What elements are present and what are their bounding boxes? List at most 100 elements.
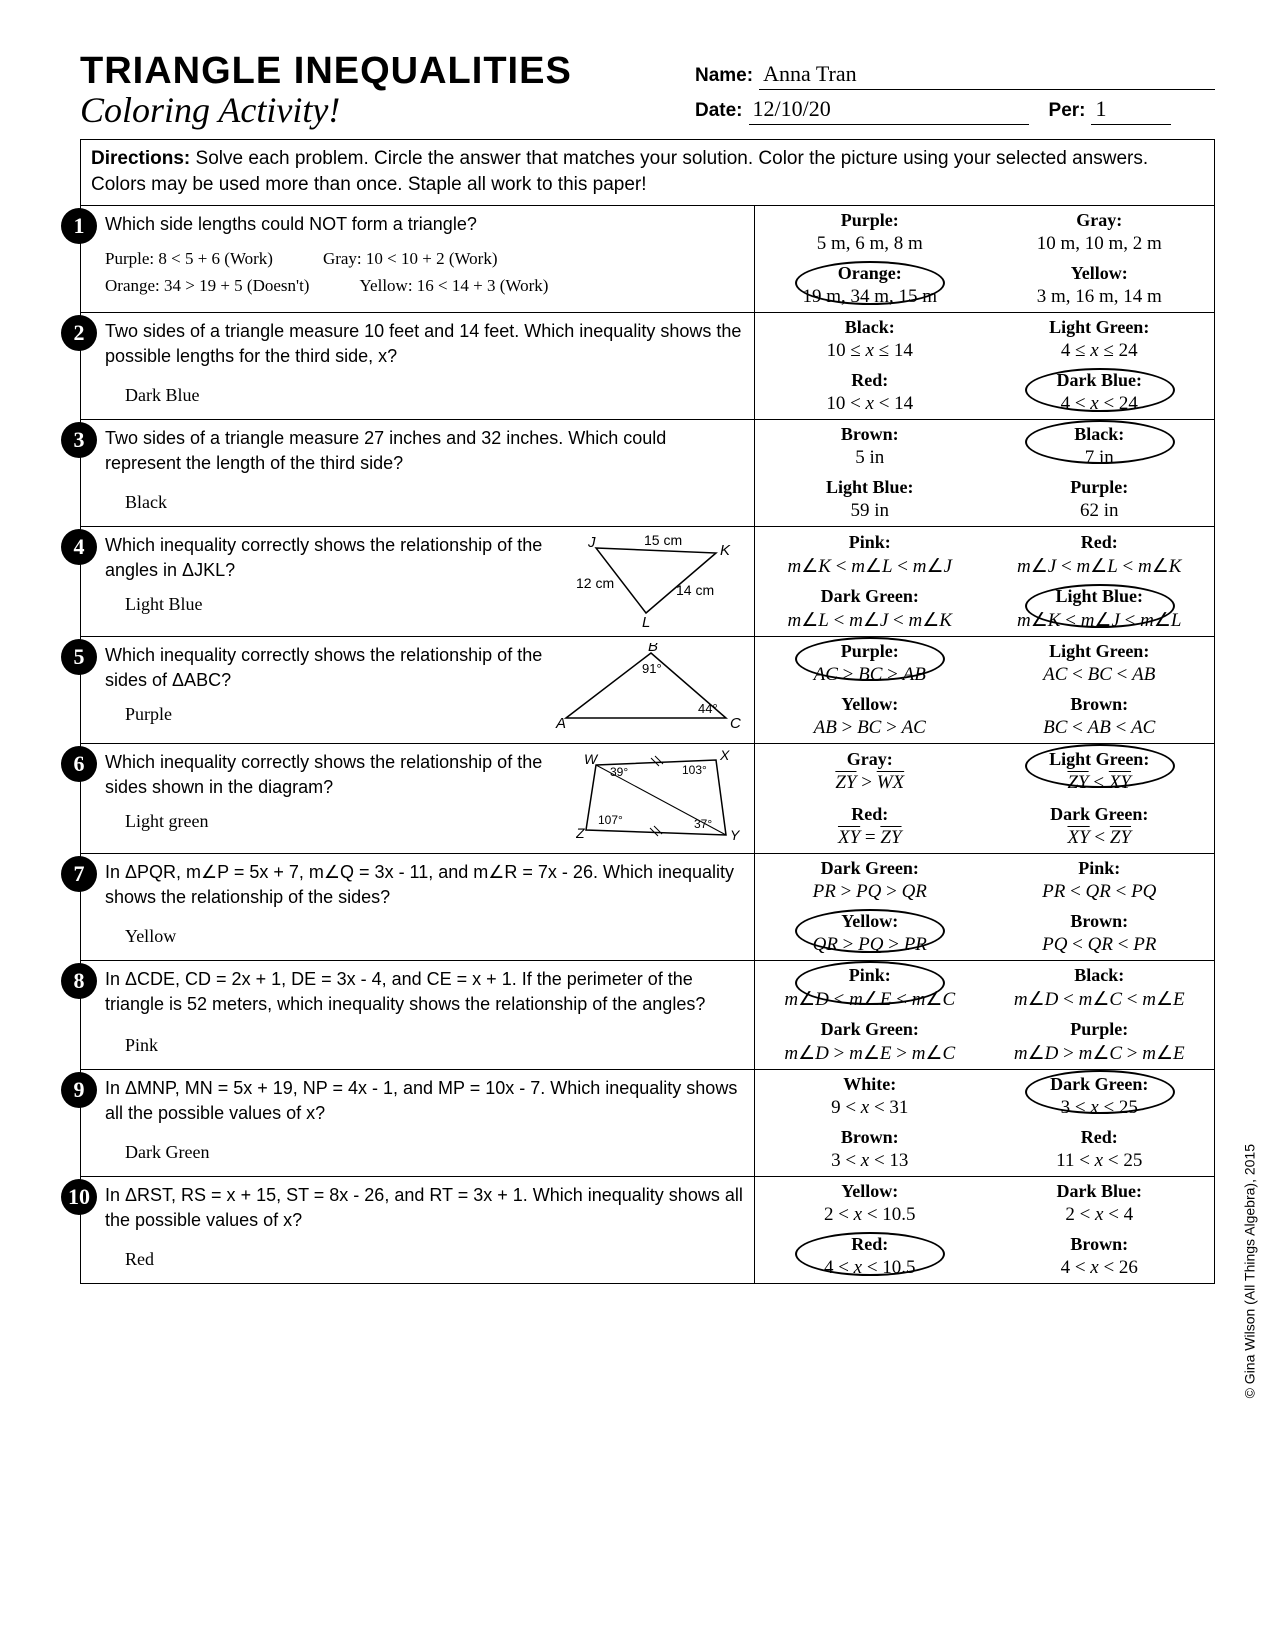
choice-label: Red: bbox=[851, 804, 888, 825]
choice-2: Yellow: AB > BC > AC bbox=[755, 690, 985, 743]
choice-1: Dark Green: 3 < x < 25 bbox=[985, 1070, 1215, 1123]
choice-1: Pink: PR < QR < PQ bbox=[985, 854, 1215, 907]
svg-text:J: J bbox=[587, 534, 596, 551]
worksheet-box: Directions: Solve each problem. Circle t… bbox=[80, 139, 1215, 1284]
choice-label: Dark Green: bbox=[1050, 804, 1148, 825]
choice-value: 4 ≤ x ≤ 24 bbox=[1061, 340, 1138, 362]
choice-value: AC < BC < AB bbox=[1043, 664, 1155, 686]
choice-2: Yellow: QR > PQ > PR bbox=[755, 907, 985, 960]
choice-3: Purple: m∠D > m∠C > m∠E bbox=[985, 1015, 1215, 1069]
choice-3: Brown: 4 < x < 26 bbox=[985, 1230, 1215, 1283]
choice-label: Gray: bbox=[847, 749, 893, 770]
choice-value: 4 < x < 26 bbox=[1061, 1257, 1138, 1279]
choice-label: Red: bbox=[1081, 532, 1118, 553]
choice-label: Brown: bbox=[1070, 1234, 1128, 1255]
choice-value: AC > BC > AB bbox=[814, 664, 926, 686]
svg-text:39°: 39° bbox=[610, 765, 628, 779]
choice-label: Light Green: bbox=[1049, 641, 1149, 662]
choice-value: 4 < x < 10.5 bbox=[824, 1257, 916, 1279]
svg-text:44°: 44° bbox=[698, 701, 718, 716]
choice-value: 5 in bbox=[855, 447, 884, 469]
answer-choices: Black: 10 ≤ x ≤ 14 Light Green: 4 ≤ x ≤ … bbox=[754, 313, 1214, 419]
choice-value: QR > PQ > PR bbox=[813, 934, 927, 956]
question-text: In ΔPQR, m∠P = 5x + 7, m∠Q = 3x - 11, an… bbox=[105, 860, 746, 909]
choice-2: Light Blue: 59 in bbox=[755, 473, 985, 526]
name-value: Anna Tran bbox=[759, 61, 1215, 90]
svg-text:37°: 37° bbox=[694, 817, 712, 831]
choice-0: Purple: 5 m, 6 m, 8 m bbox=[755, 206, 985, 259]
answer-choices: White: 9 < x < 31 Dark Green: 3 < x < 25… bbox=[754, 1070, 1214, 1176]
answer-choices: Pink: m∠D < m∠E < m∠C Black: m∠D < m∠C <… bbox=[754, 961, 1214, 1069]
choice-value: 11 < x < 25 bbox=[1056, 1150, 1142, 1172]
question-text: In ΔCDE, CD = 2x + 1, DE = 3x - 4, and C… bbox=[105, 967, 746, 1016]
student-answer: Black bbox=[105, 484, 746, 518]
choice-label: White: bbox=[843, 1074, 896, 1095]
choice-0: Yellow: 2 < x < 10.5 bbox=[755, 1177, 985, 1230]
svg-text:14 cm: 14 cm bbox=[676, 582, 714, 598]
choice-label: Black: bbox=[845, 317, 895, 338]
answer-choices: Brown: 5 in Black: 7 in Light Blue: 59 i… bbox=[754, 420, 1214, 526]
choice-3: Red: 11 < x < 25 bbox=[985, 1123, 1215, 1176]
per-value: 1 bbox=[1091, 96, 1171, 125]
date-value: 12/10/20 bbox=[749, 96, 1029, 125]
problem-10: 10 In ΔRST, RS = x + 15, ST = 8x - 26, a… bbox=[81, 1177, 1214, 1283]
name-label: Name: bbox=[695, 65, 753, 87]
choice-value: 19 m, 34 m, 15 m bbox=[802, 286, 937, 308]
svg-text:B: B bbox=[648, 643, 658, 655]
triangle-jkl-figure: J K L 15 cm 12 cm 14 cm bbox=[566, 533, 746, 628]
choice-value: 3 m, 16 m, 14 m bbox=[1037, 286, 1162, 308]
choice-1: Red: m∠J < m∠L < m∠K bbox=[985, 527, 1215, 582]
choice-3: Brown: PQ < QR < PR bbox=[985, 907, 1215, 960]
choice-label: Gray: bbox=[1076, 210, 1122, 231]
choice-value: 10 < x < 14 bbox=[826, 393, 913, 415]
answer-choices: Pink: m∠K < m∠L < m∠J Red: m∠J < m∠L < m… bbox=[754, 527, 1214, 636]
directions-text: Solve each problem. Circle the answer th… bbox=[91, 148, 1148, 195]
question-text: In ΔMNP, MN = 5x + 19, NP = 4x - 1, and … bbox=[105, 1076, 746, 1125]
choice-value: PR < QR < PQ bbox=[1042, 881, 1156, 903]
problem-4: 4 Which inequality correctly shows the r… bbox=[81, 527, 1214, 637]
choice-label: Yellow: bbox=[1071, 263, 1128, 284]
choice-0: Purple: AC > BC > AB bbox=[755, 637, 985, 690]
question-text: Which inequality correctly shows the rel… bbox=[105, 533, 566, 582]
answer-choices: Purple: 5 m, 6 m, 8 m Gray: 10 m, 10 m, … bbox=[754, 206, 1214, 312]
choice-label: Brown: bbox=[1070, 911, 1128, 932]
answer-choices: Yellow: 2 < x < 10.5 Dark Blue: 2 < x < … bbox=[754, 1177, 1214, 1283]
choice-label: Brown: bbox=[1070, 694, 1128, 715]
choice-3: Dark Green: XY < ZY bbox=[985, 799, 1215, 854]
choice-1: Black: 7 in bbox=[985, 420, 1215, 473]
main-title: TRIANGLE INEQUALITIES bbox=[80, 50, 695, 93]
date-label: Date: bbox=[695, 100, 743, 122]
choice-value: ZY > WX bbox=[835, 772, 904, 794]
choice-label: Dark Green: bbox=[1050, 1074, 1148, 1095]
question-text: Which inequality correctly shows the rel… bbox=[105, 643, 546, 692]
question-text: In ΔRST, RS = x + 15, ST = 8x - 26, and … bbox=[105, 1183, 746, 1232]
choice-value: m∠D > m∠E > m∠C bbox=[784, 1042, 955, 1065]
choice-value: m∠L < m∠J < m∠K bbox=[788, 609, 952, 632]
choice-value: m∠K < m∠J < m∠L bbox=[1017, 609, 1181, 632]
per-label: Per: bbox=[1049, 100, 1086, 122]
student-answer: Purple bbox=[105, 696, 546, 730]
choice-value: ZY < XY bbox=[1067, 772, 1131, 794]
choice-label: Light Green: bbox=[1049, 749, 1149, 770]
problem-9: 9 In ΔMNP, MN = 5x + 19, NP = 4x - 1, an… bbox=[81, 1070, 1214, 1177]
choice-label: Yellow: bbox=[841, 911, 898, 932]
choice-value: 10 m, 10 m, 2 m bbox=[1037, 233, 1162, 255]
student-answer: Pink bbox=[105, 1027, 746, 1061]
choice-value: 7 in bbox=[1085, 447, 1114, 469]
choice-value: m∠D > m∠C > m∠E bbox=[1014, 1042, 1185, 1065]
choice-label: Purple: bbox=[841, 641, 899, 662]
choice-value: 2 < x < 10.5 bbox=[824, 1204, 916, 1226]
choice-0: Gray: ZY > WX bbox=[755, 744, 985, 799]
choice-1: Light Green: AC < BC < AB bbox=[985, 637, 1215, 690]
choice-1: Light Green: ZY < XY bbox=[985, 744, 1215, 799]
answer-choices: Gray: ZY > WX Light Green: ZY < XY Red: … bbox=[754, 744, 1214, 853]
choice-2: Orange: 19 m, 34 m, 15 m bbox=[755, 259, 985, 312]
choice-0: Dark Green: PR > PQ > QR bbox=[755, 854, 985, 907]
choice-value: 2 < x < 4 bbox=[1065, 1204, 1133, 1226]
choice-label: Dark Blue: bbox=[1057, 1181, 1143, 1202]
choice-label: Dark Green: bbox=[821, 586, 919, 607]
choice-value: 5 m, 6 m, 8 m bbox=[817, 233, 923, 255]
triangle-abc-figure: A B C 91° 44° bbox=[546, 643, 746, 733]
directions-label: Directions: bbox=[91, 148, 190, 169]
choice-label: Orange: bbox=[838, 263, 902, 284]
